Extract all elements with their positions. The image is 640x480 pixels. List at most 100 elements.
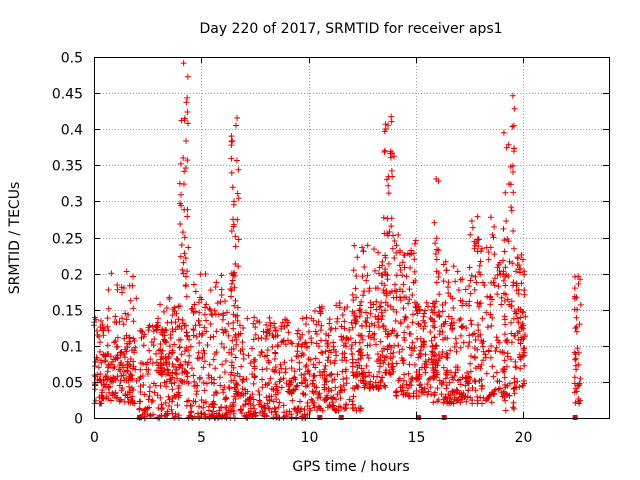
data-point — [517, 365, 524, 372]
data-point — [185, 120, 192, 127]
chart-title: Day 220 of 2017, SRMTID for receiver aps… — [199, 21, 502, 37]
data-point — [174, 323, 181, 330]
data-point — [487, 311, 494, 318]
data-point — [510, 122, 517, 129]
data-point — [128, 395, 135, 402]
data-point — [103, 384, 110, 391]
data-point — [397, 320, 404, 327]
data-point — [283, 317, 290, 324]
data-point — [251, 314, 258, 321]
data-point — [285, 329, 292, 336]
data-point — [390, 232, 397, 239]
data-point — [218, 292, 225, 299]
data-point — [349, 324, 356, 331]
data-point — [492, 347, 499, 354]
data-point — [157, 394, 164, 401]
data-point — [211, 307, 218, 314]
data-point — [230, 408, 237, 415]
data-point — [380, 322, 387, 329]
data-point — [130, 386, 137, 393]
data-point — [192, 308, 199, 315]
data-point — [244, 414, 251, 421]
data-point — [444, 284, 451, 291]
data-point — [309, 388, 316, 395]
data-point — [232, 243, 239, 250]
data-point — [332, 325, 339, 332]
data-point — [148, 398, 155, 405]
data-point — [366, 342, 373, 349]
data-point — [169, 349, 176, 356]
data-point — [364, 272, 371, 279]
data-point — [285, 388, 292, 395]
data-point — [113, 395, 120, 402]
data-point — [416, 382, 423, 389]
data-point — [343, 374, 350, 381]
data-point — [203, 328, 210, 335]
data-point — [166, 396, 173, 403]
data-point — [270, 414, 277, 421]
data-point — [245, 400, 252, 407]
x-tick-label: 10 — [301, 430, 319, 446]
data-point — [223, 395, 230, 402]
data-point — [297, 398, 304, 405]
data-point — [475, 333, 482, 340]
data-point — [449, 326, 456, 333]
data-point — [129, 273, 136, 280]
data-point — [422, 307, 429, 314]
data-point — [363, 319, 370, 326]
data-point — [574, 345, 581, 352]
data-point — [290, 386, 297, 393]
data-point — [201, 350, 208, 357]
data-point — [228, 228, 235, 235]
data-point — [432, 240, 439, 247]
data-point — [332, 384, 339, 391]
data-point — [381, 147, 388, 154]
data-point — [163, 355, 170, 362]
data-point — [512, 332, 519, 339]
data-point — [137, 374, 144, 381]
data-point — [473, 279, 480, 286]
data-point — [388, 113, 395, 120]
data-point — [377, 360, 384, 367]
data-point — [488, 342, 495, 349]
data-point — [233, 157, 240, 164]
data-point — [388, 167, 395, 174]
data-point — [500, 388, 507, 395]
data-point — [501, 374, 508, 381]
data-point — [360, 292, 367, 299]
data-point — [375, 324, 382, 331]
data-point — [294, 410, 301, 417]
data-point — [485, 395, 492, 402]
data-point — [233, 336, 240, 343]
data-point — [157, 356, 164, 363]
data-point — [140, 382, 147, 389]
data-point — [188, 402, 195, 409]
data-point — [521, 352, 528, 359]
data-point — [485, 249, 492, 256]
data-point — [222, 298, 229, 305]
data-point — [276, 414, 283, 421]
data-point — [234, 304, 241, 311]
data-point — [391, 281, 398, 288]
data-point — [500, 367, 507, 374]
data-point — [306, 405, 313, 412]
data-point — [413, 304, 420, 311]
data-point — [445, 313, 452, 320]
data-point — [100, 325, 107, 332]
data-point — [367, 378, 374, 385]
data-point — [395, 342, 402, 349]
data-point — [445, 290, 452, 297]
data-point — [269, 366, 276, 373]
data-point — [196, 309, 203, 316]
data-point — [193, 391, 200, 398]
data-point — [466, 298, 473, 305]
data-point — [224, 309, 231, 316]
data-point — [500, 225, 507, 232]
data-point — [478, 385, 485, 392]
data-point — [231, 198, 238, 205]
data-point — [471, 344, 478, 351]
data-point — [328, 371, 335, 378]
data-point — [292, 406, 299, 413]
data-point — [250, 402, 257, 409]
data-point — [196, 322, 203, 329]
